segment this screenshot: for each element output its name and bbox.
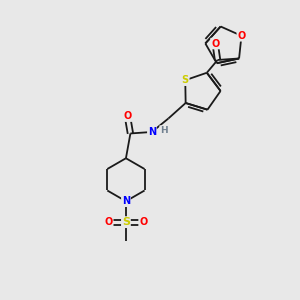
Text: N: N xyxy=(122,196,130,206)
Text: O: O xyxy=(211,38,219,49)
Text: O: O xyxy=(139,217,147,227)
Text: H: H xyxy=(160,126,168,135)
Text: O: O xyxy=(104,217,113,227)
Text: S: S xyxy=(122,217,130,227)
Text: O: O xyxy=(237,31,246,41)
Text: S: S xyxy=(182,75,189,85)
Text: O: O xyxy=(123,111,131,121)
Text: N: N xyxy=(148,127,156,137)
